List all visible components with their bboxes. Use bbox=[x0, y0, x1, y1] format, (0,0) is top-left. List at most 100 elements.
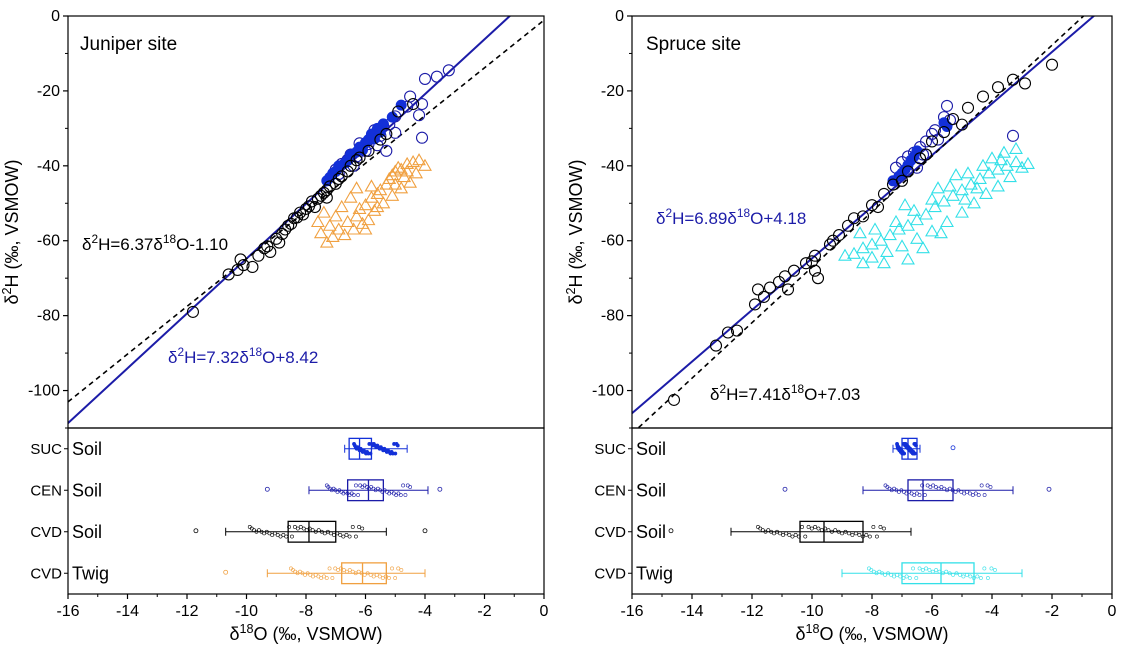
box-jitter-point bbox=[928, 485, 933, 489]
regression-equation-part: H=7.32δ bbox=[184, 348, 249, 367]
scatter-point-open bbox=[320, 191, 333, 204]
box-jitter-point bbox=[398, 493, 403, 497]
x-tick-label: -8 bbox=[865, 603, 879, 620]
box-jitter-point bbox=[945, 488, 949, 493]
scatter-point-triangle bbox=[997, 145, 1011, 158]
x-tick-label: 0 bbox=[540, 603, 549, 620]
scatter-point-triangle bbox=[313, 226, 328, 239]
box-jitter-point bbox=[836, 529, 841, 534]
box-jitter-point bbox=[803, 534, 808, 539]
scatter-point-triangle bbox=[838, 248, 852, 261]
box-jitter-point bbox=[979, 483, 984, 488]
scatter-point-triangle bbox=[877, 256, 891, 269]
box-jitter-point bbox=[403, 493, 408, 497]
regression-equation-part: 2 bbox=[665, 206, 672, 220]
scatter-point-triangle bbox=[1015, 160, 1029, 173]
box-outlier bbox=[782, 486, 788, 492]
box-jitter-point bbox=[889, 572, 893, 577]
scatter-point-open bbox=[418, 72, 432, 85]
scatter-point-triangle bbox=[370, 186, 385, 199]
box-jitter-point bbox=[267, 531, 272, 536]
box-jitter-point bbox=[360, 450, 365, 454]
y-tick-label: -100 bbox=[592, 383, 624, 400]
box-jitter-point bbox=[301, 526, 306, 531]
box-jitter-point bbox=[336, 568, 341, 572]
box-jitter-point bbox=[962, 491, 967, 496]
box-iqr bbox=[341, 562, 387, 585]
box-jitter-point bbox=[882, 526, 886, 531]
box-jitter-point bbox=[339, 566, 343, 571]
box-jitter-point bbox=[396, 491, 401, 496]
scatter-point-open bbox=[823, 238, 837, 251]
box-jitter-point bbox=[840, 531, 844, 536]
box-jitter-point bbox=[316, 574, 321, 579]
box-outlier bbox=[668, 528, 674, 534]
scatter-point-open bbox=[412, 109, 426, 122]
scatter-point-triangle bbox=[961, 166, 975, 179]
scatter-point-triangle bbox=[337, 228, 352, 241]
box-jitter-point bbox=[327, 566, 332, 571]
box-jitter-point bbox=[316, 528, 321, 533]
box-jitter-point bbox=[362, 483, 367, 488]
box-jitter-point bbox=[847, 531, 851, 536]
boxplot-frame bbox=[67, 427, 545, 595]
scatter-point-triangle bbox=[916, 241, 930, 254]
scatter-point-open bbox=[808, 264, 822, 277]
scatter-point-open bbox=[865, 199, 879, 212]
scatter-point-open bbox=[748, 298, 762, 311]
x-tick-label: -4 bbox=[985, 603, 999, 620]
scatter-point-triangle bbox=[358, 198, 373, 211]
box-jitter-point bbox=[396, 566, 401, 571]
box-type-label: Soil bbox=[636, 439, 666, 459]
box-jitter-point bbox=[319, 576, 324, 580]
box-jitter-point bbox=[867, 566, 871, 571]
box-type-label: Twig bbox=[72, 563, 109, 583]
box-jitter-point bbox=[964, 572, 969, 577]
scatter-point-triangle bbox=[331, 222, 346, 235]
scatter-point-open bbox=[805, 255, 819, 268]
box-jitter-point bbox=[787, 533, 792, 537]
scatter-point-triangle bbox=[349, 181, 364, 194]
box-jitter-point bbox=[784, 531, 789, 536]
scatter-plot-area bbox=[632, 16, 1096, 428]
scatter-point-triangle bbox=[382, 171, 397, 184]
box-type-label: Soil bbox=[636, 522, 666, 542]
regression-equation-part: δ bbox=[82, 235, 91, 254]
regression-equation-part: 18 bbox=[791, 382, 805, 396]
box-jitter-point bbox=[292, 525, 297, 529]
box-jitter-point bbox=[877, 569, 882, 574]
scatter-point-open bbox=[799, 257, 813, 270]
box-jitter-point bbox=[954, 571, 959, 576]
box-jitter-point bbox=[853, 531, 858, 536]
scatter-point-triangle bbox=[334, 199, 349, 213]
scatter-point-open bbox=[380, 144, 393, 157]
scatter-point-triangle bbox=[367, 203, 382, 216]
scatter-point-triangle bbox=[400, 156, 415, 169]
y-tick-label: -20 bbox=[601, 83, 624, 100]
y-axis-label: δ2H (‰, VSMOW) bbox=[0, 159, 22, 304]
box-jitter-point bbox=[357, 525, 361, 529]
box-type-label: Soil bbox=[72, 439, 102, 459]
box-jitter-point bbox=[341, 491, 346, 496]
box-jitter-point bbox=[809, 526, 814, 531]
box-outlier bbox=[950, 445, 956, 451]
box-group-label: CEN bbox=[594, 482, 626, 499]
box-jitter-point bbox=[931, 483, 936, 488]
scatter-point-triangle bbox=[1009, 154, 1023, 168]
box-jitter-point bbox=[377, 446, 382, 451]
box-jitter-point bbox=[356, 569, 361, 574]
box-jitter-point bbox=[896, 489, 901, 494]
scatter-point-triangle bbox=[967, 196, 981, 209]
y-tick-label: -20 bbox=[37, 83, 60, 100]
box-jitter-point bbox=[329, 488, 334, 493]
scatter-point-open bbox=[186, 305, 199, 318]
scatter-point-triangle bbox=[412, 153, 426, 166]
scatter-point-triangle bbox=[406, 154, 421, 168]
x-tick-label: -12 bbox=[740, 603, 763, 620]
box-group-label: CVD bbox=[594, 524, 626, 541]
scatter-point-open bbox=[901, 165, 915, 178]
scatter-point-open bbox=[847, 212, 861, 225]
box-jitter-point bbox=[330, 576, 335, 580]
x-tick-label: -6 bbox=[358, 603, 372, 620]
box-iqr bbox=[348, 437, 373, 460]
